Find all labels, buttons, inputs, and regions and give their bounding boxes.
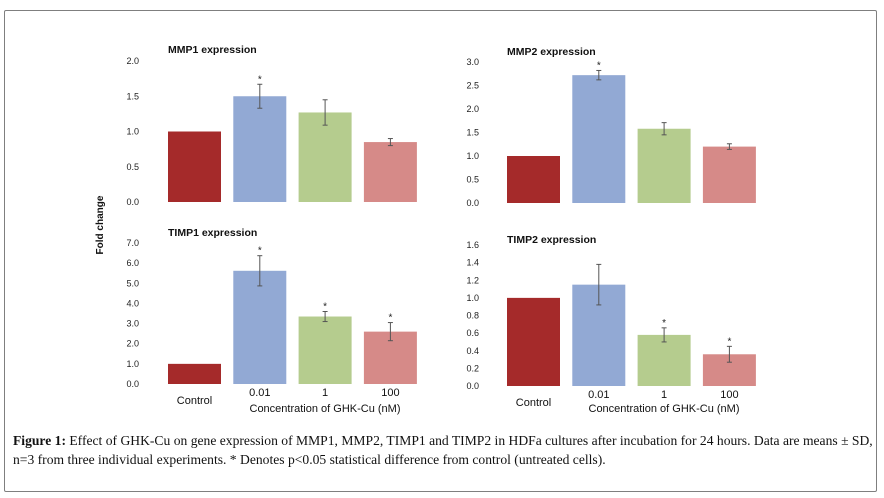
category-label: Control bbox=[516, 397, 551, 409]
y-tick-label: 0.0 bbox=[126, 197, 139, 207]
bar bbox=[637, 128, 691, 203]
bar bbox=[298, 316, 352, 384]
significance-star: * bbox=[258, 246, 262, 257]
category-label: 100 bbox=[720, 389, 738, 401]
significance-star: * bbox=[662, 318, 666, 329]
y-tick-label: 2.0 bbox=[126, 339, 139, 349]
bar bbox=[233, 270, 287, 384]
chart-panel-1: MMP1 expression 0.0 0.5 1.0 1.5 2.0 * bbox=[126, 44, 417, 207]
chart-panel-3: TIMP1 expression 0.0 1.0 2.0 3.0 4.0 5.0 6.0 7.0… bbox=[126, 227, 417, 407]
y-tick-label: 2.0 bbox=[126, 56, 139, 66]
bar bbox=[168, 131, 221, 202]
figure-caption: Figure 1: Effect of GHK-Cu on gene expre… bbox=[13, 431, 875, 469]
y-tick-label: 0.6 bbox=[466, 328, 479, 338]
bar bbox=[168, 363, 221, 384]
bar bbox=[507, 156, 560, 203]
chart-title: MMP1 expression bbox=[168, 44, 257, 56]
y-tick-label: 0.2 bbox=[466, 363, 479, 373]
chart-title: TIMP1 expression bbox=[168, 227, 257, 239]
significance-star: * bbox=[597, 60, 601, 71]
y-tick-label: 3.0 bbox=[126, 319, 139, 329]
y-tick-label: 3.0 bbox=[466, 57, 479, 67]
significance-star: * bbox=[727, 336, 731, 347]
y-tick-label: 5.0 bbox=[126, 278, 139, 288]
y-tick-label: 1.0 bbox=[466, 151, 479, 161]
category-label: Control bbox=[177, 395, 212, 407]
y-tick-label: 0.0 bbox=[466, 381, 479, 391]
x-axis-label-left: Concentration of GHK-Cu (nM) bbox=[250, 403, 401, 415]
significance-star: * bbox=[388, 313, 392, 324]
chart-panel-4: TIMP2 expression 0.0 0.2 0.4 0.6 0.8 1.0 1.2 1.4… bbox=[466, 234, 756, 409]
y-tick-label: 2.5 bbox=[466, 81, 479, 91]
bar bbox=[572, 75, 626, 203]
y-tick-label: 0.0 bbox=[126, 379, 139, 389]
category-label: 0.01 bbox=[588, 389, 609, 401]
bar bbox=[637, 334, 691, 386]
y-tick-label: 0.4 bbox=[466, 346, 479, 356]
y-tick-label: 4.0 bbox=[126, 298, 139, 308]
y-tick-label: 1.4 bbox=[466, 258, 479, 268]
significance-star: * bbox=[323, 301, 327, 312]
y-tick-label: 1.0 bbox=[126, 359, 139, 369]
figure-frame bbox=[4, 10, 877, 492]
bar bbox=[233, 96, 287, 202]
category-label: 0.01 bbox=[249, 387, 270, 399]
y-tick-label: 0.8 bbox=[466, 311, 479, 321]
category-label: 1 bbox=[661, 389, 667, 401]
y-tick-label: 1.0 bbox=[126, 127, 139, 137]
bar bbox=[702, 146, 756, 203]
bar bbox=[298, 112, 352, 202]
y-tick-label: 1.6 bbox=[466, 240, 479, 250]
y-tick-label: 1.2 bbox=[466, 275, 479, 285]
y-axis-label: Fold change bbox=[95, 195, 106, 254]
bar bbox=[363, 142, 417, 202]
y-tick-label: 1.5 bbox=[126, 91, 139, 101]
y-tick-label: 6.0 bbox=[126, 258, 139, 268]
bar bbox=[507, 297, 560, 386]
significance-star: * bbox=[258, 74, 262, 85]
figure-charts: Fold change MMP1 expression 0.0 0.5 1.0 1.5 2… bbox=[95, 44, 756, 415]
y-tick-label: 0.5 bbox=[466, 175, 479, 185]
y-tick-label: 2.0 bbox=[466, 104, 479, 114]
y-tick-label: 0.5 bbox=[126, 162, 139, 172]
y-tick-label: 0.0 bbox=[466, 198, 479, 208]
chart-panel-2: MMP2 expression 0.0 0.5 1.0 1.5 2.0 2.5 3.0 * bbox=[466, 46, 756, 208]
chart-title: TIMP2 expression bbox=[507, 234, 596, 246]
category-label: 100 bbox=[381, 387, 399, 399]
x-axis-label-right: Concentration of GHK-Cu (nM) bbox=[589, 403, 740, 415]
chart-title: MMP2 expression bbox=[507, 46, 596, 58]
caption-label: Figure 1: bbox=[13, 433, 66, 448]
y-tick-label: 7.0 bbox=[126, 238, 139, 248]
y-tick-label: 1.0 bbox=[466, 293, 479, 303]
category-label: 1 bbox=[322, 387, 328, 399]
y-tick-label: 1.5 bbox=[466, 128, 479, 138]
caption-text: Effect of GHK-Cu on gene expression of M… bbox=[13, 433, 873, 467]
